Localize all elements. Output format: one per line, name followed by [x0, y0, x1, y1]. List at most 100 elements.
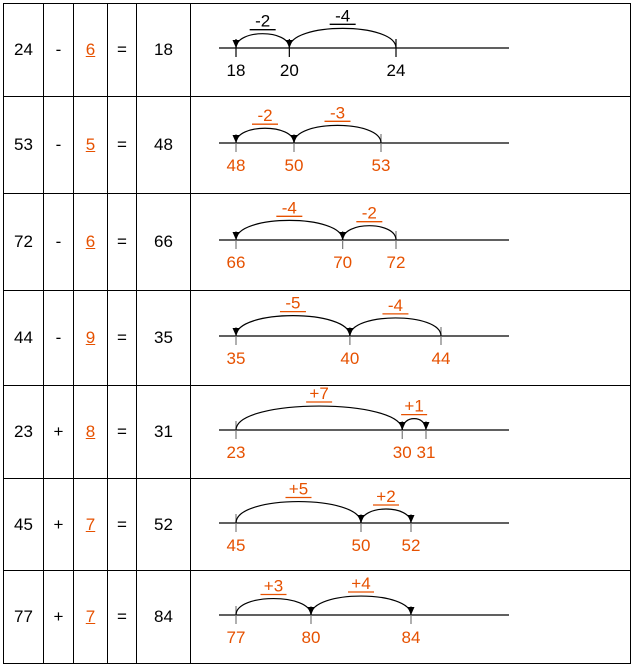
arrowhead-icon [232, 328, 240, 336]
number-line: 48 50 53 -2 -3 [219, 103, 509, 175]
first-number: 45 [3, 478, 44, 571]
answer-cell: 6 [73, 193, 108, 291]
equation-row: 77 + 7 = 84 77 80 84 +3 +4 [3, 570, 631, 664]
tick-label: 45 [227, 536, 246, 555]
equation-row: 72 - 6 = 66 66 70 72 -4 -2 [3, 193, 631, 291]
hop-label: +4 [351, 574, 370, 593]
equals-sign: = [107, 385, 137, 479]
hop-arc [401, 418, 427, 431]
number-line-cell: 35 40 44 -5 -4 [190, 290, 631, 386]
number-line: 18 20 24 -2 -4 [219, 6, 509, 80]
hop-label: +1 [404, 397, 423, 416]
result-number: 52 [136, 478, 191, 571]
equation-row: 23 + 8 = 31 23 30 31 +7 +1 [3, 385, 631, 479]
equations-table: 24 - 6 = 18 18 20 24 -2 -4 53 - 5 = 48 48 50 5… [3, 3, 631, 664]
number-line-cell: 23 30 31 +7 +1 [190, 385, 631, 479]
equals-sign: = [107, 3, 137, 97]
hop-arc [293, 124, 382, 144]
tick-label: 53 [372, 156, 391, 175]
arrowhead-icon [407, 515, 415, 523]
answer-cell: 7 [73, 478, 108, 571]
hop-label: -3 [330, 103, 345, 122]
equals-sign: = [107, 570, 137, 664]
tick-label: 18 [227, 61, 246, 80]
equation-row: 45 + 7 = 52 45 50 52 +5 +2 [3, 478, 631, 571]
tick-label: 70 [333, 253, 352, 272]
hop-label: -4 [335, 6, 350, 25]
operator: - [43, 290, 74, 386]
tick-label: 84 [402, 628, 421, 647]
hop-arc [235, 315, 351, 337]
answer-cell: 7 [73, 570, 108, 664]
tick-label: 50 [285, 156, 304, 175]
hop-arc [288, 27, 397, 49]
second-number-answer: 6 [85, 232, 96, 251]
hop-arc [235, 127, 295, 144]
number-line-cell: 45 50 52 +5 +2 [190, 478, 631, 571]
second-number-answer: 9 [85, 328, 96, 347]
number-line-cell: 48 50 53 -2 -3 [190, 96, 631, 194]
answer-cell: 5 [73, 96, 108, 194]
hop-label: +2 [376, 487, 395, 506]
equation-row: 24 - 6 = 18 18 20 24 -2 -4 [3, 3, 631, 97]
number-line: 23 30 31 +7 +1 [219, 386, 509, 462]
tick-label: 72 [387, 253, 406, 272]
operator: - [43, 193, 74, 291]
second-number-answer: 6 [85, 40, 96, 59]
second-number-answer: 7 [85, 514, 96, 534]
hop-label: +3 [264, 577, 283, 596]
tick-label: 35 [227, 349, 246, 368]
hop-arc [235, 33, 290, 49]
hop-label: -2 [255, 12, 270, 31]
hop-label: -4 [388, 296, 403, 315]
result-number: 18 [136, 3, 191, 97]
tick-label: 52 [402, 536, 421, 555]
tick-label: 66 [227, 253, 246, 272]
equation-row: 44 - 9 = 35 35 40 44 -5 -4 [3, 290, 631, 386]
hop-arc [360, 508, 412, 524]
first-number: 72 [3, 193, 44, 291]
number-line-cell: 66 70 72 -4 -2 [190, 193, 631, 291]
arrowhead-icon [346, 328, 354, 336]
equals-sign: = [107, 478, 137, 571]
number-line: 35 40 44 -5 -4 [219, 294, 509, 368]
tick-label: 20 [280, 61, 299, 80]
result-number: 66 [136, 193, 191, 291]
tick-label: 30 [393, 443, 412, 462]
arrowhead-icon [232, 135, 240, 143]
tick-label: 31 [417, 443, 436, 462]
number-line-cell: 18 20 24 -2 -4 [190, 3, 631, 97]
operator: - [43, 96, 74, 194]
hop-arc [235, 405, 403, 431]
tick-label: 40 [340, 349, 359, 368]
arrowhead-icon [422, 422, 430, 430]
equals-sign: = [107, 290, 137, 386]
number-line-worksheet: 24 - 6 = 18 18 20 24 -2 -4 53 - 5 = 48 48 50 5… [3, 3, 631, 664]
number-line: 45 50 52 +5 +2 [219, 480, 509, 555]
result-number: 84 [136, 570, 191, 664]
first-number: 77 [3, 570, 44, 664]
first-number: 44 [3, 290, 44, 386]
result-number: 31 [136, 385, 191, 479]
arrowhead-icon [285, 40, 293, 48]
hop-arc [342, 225, 397, 241]
hop-label: +5 [289, 480, 308, 499]
arrowhead-icon [290, 135, 298, 143]
first-number: 23 [3, 385, 44, 479]
equals-sign: = [107, 96, 137, 194]
hop-label: -4 [282, 198, 297, 217]
answer-cell: 6 [73, 3, 108, 97]
operator: + [43, 478, 74, 571]
tick-label: 48 [227, 156, 246, 175]
tick-label: 24 [387, 61, 406, 80]
second-number-answer: 5 [85, 135, 96, 154]
answer-cell: 9 [73, 290, 108, 386]
hop-arc [310, 595, 412, 616]
second-number-answer: 8 [85, 422, 96, 441]
hop-arc [235, 598, 312, 616]
hop-arc [235, 219, 344, 241]
tick-label: 23 [227, 443, 246, 462]
arrowhead-icon [339, 232, 347, 240]
number-line: 77 80 84 +3 +4 [219, 574, 509, 647]
hop-label: +7 [309, 386, 328, 403]
